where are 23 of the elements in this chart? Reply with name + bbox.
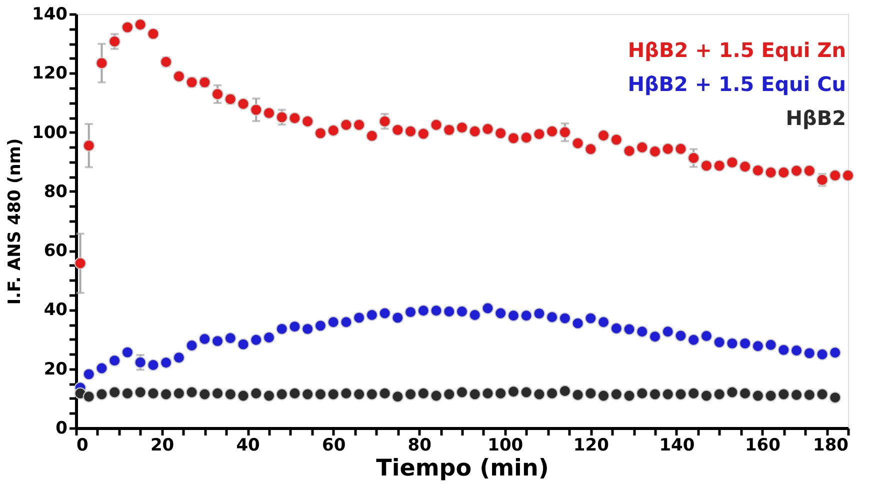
x-tick-label: 20 — [150, 436, 174, 456]
y-tick-label: 80 — [44, 182, 68, 202]
x-tick-label: 40 — [236, 436, 260, 456]
x-tick-label: 180 — [813, 436, 849, 456]
text: HβB2 — [786, 106, 846, 130]
y-tick-label: 140 — [32, 4, 68, 24]
x-tick-label: 120 — [573, 436, 610, 456]
x-tick-label: 140 — [659, 436, 695, 456]
x-tick-label: 80 — [408, 436, 432, 456]
x-axis-title: Tiempo (min) — [376, 456, 549, 482]
y-tick-label: 60 — [44, 241, 68, 262]
y-tick-label: 20 — [44, 359, 68, 380]
x-tick-label: 100 — [488, 436, 524, 456]
text: HβB2 + 1.5 Equi Zn — [628, 38, 846, 62]
y-tick-label: 100 — [32, 122, 68, 143]
x-tick-label: 60 — [322, 436, 346, 456]
x-tick-label: 0 — [76, 436, 88, 456]
y-tick-label: 120 — [32, 64, 68, 84]
x-tick-label: 160 — [744, 436, 781, 456]
y-tick-label: 40 — [44, 300, 68, 320]
y-tick-label: 0 — [56, 418, 68, 438]
text: HβB2 + 1.5 Equi Cu — [628, 72, 846, 96]
y-axis-title: I.F. ANS 480 (nm) — [5, 138, 26, 305]
